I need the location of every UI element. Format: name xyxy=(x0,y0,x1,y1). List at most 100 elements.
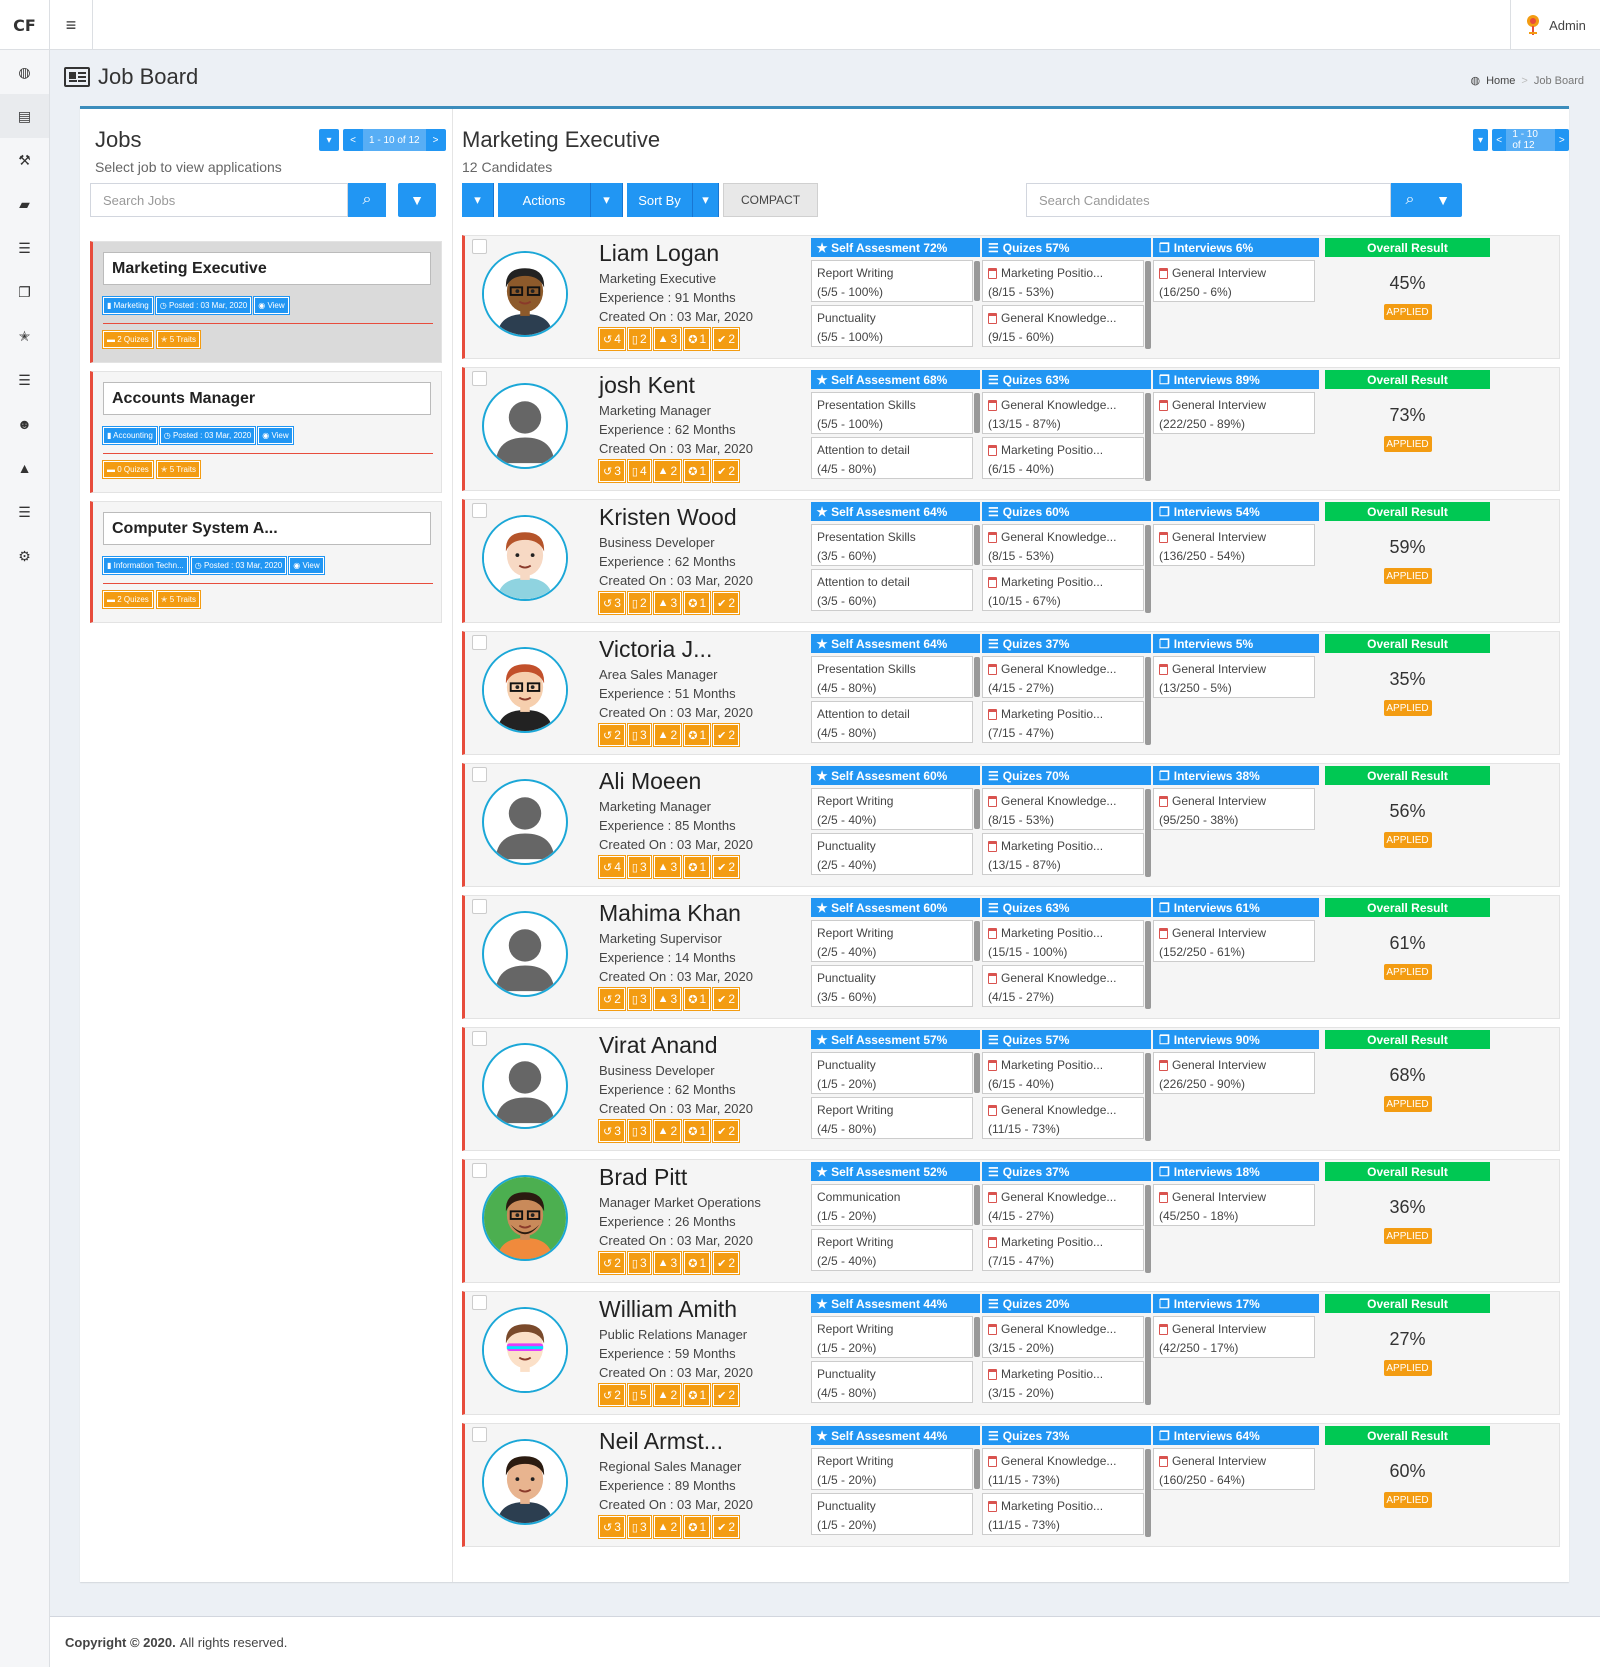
candidate-row[interactable]: Brad Pitt Manager Market Operations Experi… xyxy=(462,1159,1560,1283)
scrollbar[interactable] xyxy=(974,1449,980,1489)
scrollbar[interactable] xyxy=(974,1185,980,1225)
scrollbar[interactable] xyxy=(1145,393,1151,481)
actions-button[interactable]: Actions xyxy=(498,183,591,217)
scrollbar[interactable] xyxy=(974,1317,980,1357)
candidate-name[interactable]: Kristen Wood xyxy=(599,504,737,530)
self-assessment-header[interactable]: ✭ Self Assesment 60% xyxy=(811,766,980,785)
trash-icon[interactable] xyxy=(988,532,997,543)
briefcase-icon[interactable]: ▰ xyxy=(19,195,30,212)
candidate-checkbox[interactable] xyxy=(472,1031,487,1046)
interviews-header[interactable]: ❐ Interviews 38% xyxy=(1153,766,1319,785)
candidates-search-input[interactable]: Search Candidates xyxy=(1026,183,1391,217)
interviews-header[interactable]: ❐ Interviews 54% xyxy=(1153,502,1319,521)
self-assessment-header[interactable]: ✭ Self Assesment 72% xyxy=(811,238,980,257)
trash-icon[interactable] xyxy=(988,1456,997,1467)
quizes-header[interactable]: ☰ Quizes 73% xyxy=(982,1426,1151,1445)
scrollbar[interactable] xyxy=(1145,657,1151,745)
trash-icon[interactable] xyxy=(988,445,997,456)
filter-icon[interactable]: ▼ xyxy=(398,183,436,217)
prev-page-button[interactable]: < xyxy=(1492,129,1507,151)
candidate-checkbox[interactable] xyxy=(472,503,487,518)
job-card[interactable]: Computer System A... ▮ Information Techn.… xyxy=(90,501,442,623)
scrollbar[interactable] xyxy=(974,1053,980,1093)
trash-icon[interactable] xyxy=(988,268,997,279)
jobs-search-input[interactable]: Search Jobs xyxy=(90,183,348,217)
job-card[interactable]: Accounts Manager ▮ Accounting ◷ Posted : 0… xyxy=(90,371,442,493)
self-assessment-header[interactable]: ✭ Self Assesment 60% xyxy=(811,898,980,917)
candidate-checkbox[interactable] xyxy=(472,371,487,386)
candidate-checkbox[interactable] xyxy=(472,635,487,650)
trash-icon[interactable] xyxy=(988,1324,997,1335)
scrollbar[interactable] xyxy=(1145,921,1151,1009)
star-half-icon[interactable]: ✭ xyxy=(18,327,31,344)
scrollbar[interactable] xyxy=(1145,1053,1151,1141)
candidate-row[interactable]: Victoria J... Area Sales Manager Experienc… xyxy=(462,631,1560,755)
trash-icon[interactable] xyxy=(1159,268,1168,279)
copy-icon[interactable]: ❐ xyxy=(18,283,31,300)
trash-icon[interactable] xyxy=(988,709,997,720)
quizes-header[interactable]: ☰ Quizes 37% xyxy=(982,634,1151,653)
self-assessment-header[interactable]: ✭ Self Assesment 44% xyxy=(811,1294,980,1313)
trash-icon[interactable] xyxy=(988,1501,997,1512)
trash-icon[interactable] xyxy=(1159,532,1168,543)
candidate-name[interactable]: Victoria J... xyxy=(599,636,713,662)
chevron-down-icon[interactable]: ▾ xyxy=(1473,129,1489,151)
quizes-header[interactable]: ☰ Quizes 57% xyxy=(982,238,1151,257)
self-assessment-header[interactable]: ✭ Self Assesment 68% xyxy=(811,370,980,389)
candidate-checkbox[interactable] xyxy=(472,767,487,782)
trash-icon[interactable] xyxy=(1159,1192,1168,1203)
quizes-header[interactable]: ☰ Quizes 70% xyxy=(982,766,1151,785)
candidate-name[interactable]: josh Kent xyxy=(599,372,695,398)
next-page-button[interactable]: > xyxy=(1554,129,1569,151)
cogs-icon[interactable]: ⚙ xyxy=(18,547,31,564)
sort-by-button[interactable]: Sort By xyxy=(627,183,693,217)
self-assessment-header[interactable]: ✭ Self Assesment 64% xyxy=(811,634,980,653)
candidate-checkbox[interactable] xyxy=(472,899,487,914)
scrollbar[interactable] xyxy=(974,393,980,433)
quizes-header[interactable]: ☰ Quizes 20% xyxy=(982,1294,1151,1313)
candidate-row[interactable]: Liam Logan Marketing Executive Experience … xyxy=(462,235,1560,359)
trash-icon[interactable] xyxy=(1159,1456,1168,1467)
job-card[interactable]: Marketing Executive ▮ Marketing ◷ Posted :… xyxy=(90,241,442,363)
prev-page-button[interactable]: < xyxy=(343,129,363,151)
search-icon[interactable]: ⌕ xyxy=(348,183,386,217)
view-job-link[interactable]: ◉ View xyxy=(257,426,294,445)
view-job-link[interactable]: ◉ View xyxy=(288,556,325,575)
quizes-header[interactable]: ☰ Quizes 37% xyxy=(982,1162,1151,1181)
scrollbar[interactable] xyxy=(1145,789,1151,877)
self-assessment-header[interactable]: ✭ Self Assesment 64% xyxy=(811,502,980,521)
select-dropdown-button[interactable]: ▾ xyxy=(462,183,494,217)
self-assessment-header[interactable]: ✭ Self Assesment 44% xyxy=(811,1426,980,1445)
interviews-header[interactable]: ❐ Interviews 6% xyxy=(1153,238,1319,257)
candidate-name[interactable]: Mahima Khan xyxy=(599,900,741,926)
candidate-row[interactable]: Mahima Khan Marketing Supervisor Experienc… xyxy=(462,895,1560,1019)
quizes-header[interactable]: ☰ Quizes 60% xyxy=(982,502,1151,521)
app-logo[interactable]: CF xyxy=(0,0,50,50)
user-menu[interactable]: Admin xyxy=(1510,0,1600,50)
list-icon[interactable]: ☰ xyxy=(18,239,31,256)
scrollbar[interactable] xyxy=(974,921,980,961)
interviews-header[interactable]: ❐ Interviews 89% xyxy=(1153,370,1319,389)
trash-icon[interactable] xyxy=(988,973,997,984)
self-assessment-header[interactable]: ✭ Self Assesment 52% xyxy=(811,1162,980,1181)
scrollbar[interactable] xyxy=(974,789,980,829)
sort-caret-button[interactable]: ▾ xyxy=(693,183,719,217)
trash-icon[interactable] xyxy=(988,928,997,939)
self-assessment-header[interactable]: ✭ Self Assesment 57% xyxy=(811,1030,980,1049)
scrollbar[interactable] xyxy=(1145,1185,1151,1273)
trash-icon[interactable] xyxy=(988,664,997,675)
candidate-name[interactable]: Virat Anand xyxy=(599,1032,718,1058)
candidate-name[interactable]: Ali Moeen xyxy=(599,768,702,794)
interviews-header[interactable]: ❐ Interviews 64% xyxy=(1153,1426,1319,1445)
trash-icon[interactable] xyxy=(988,1060,997,1071)
quizes-header[interactable]: ☰ Quizes 63% xyxy=(982,898,1151,917)
candidate-row[interactable]: Virat Anand Business Developer Experience … xyxy=(462,1027,1560,1151)
candidate-row[interactable]: josh Kent Marketing Manager Experience : 6… xyxy=(462,367,1560,491)
graduation-cap-icon[interactable]: ▲ xyxy=(17,460,32,476)
trash-icon[interactable] xyxy=(1159,1324,1168,1335)
candidate-checkbox[interactable] xyxy=(472,1295,487,1310)
trash-icon[interactable] xyxy=(1159,664,1168,675)
dashboard-icon[interactable]: ◍ xyxy=(18,63,31,80)
candidate-checkbox[interactable] xyxy=(472,1163,487,1178)
users-icon[interactable]: ☻ xyxy=(17,416,32,432)
